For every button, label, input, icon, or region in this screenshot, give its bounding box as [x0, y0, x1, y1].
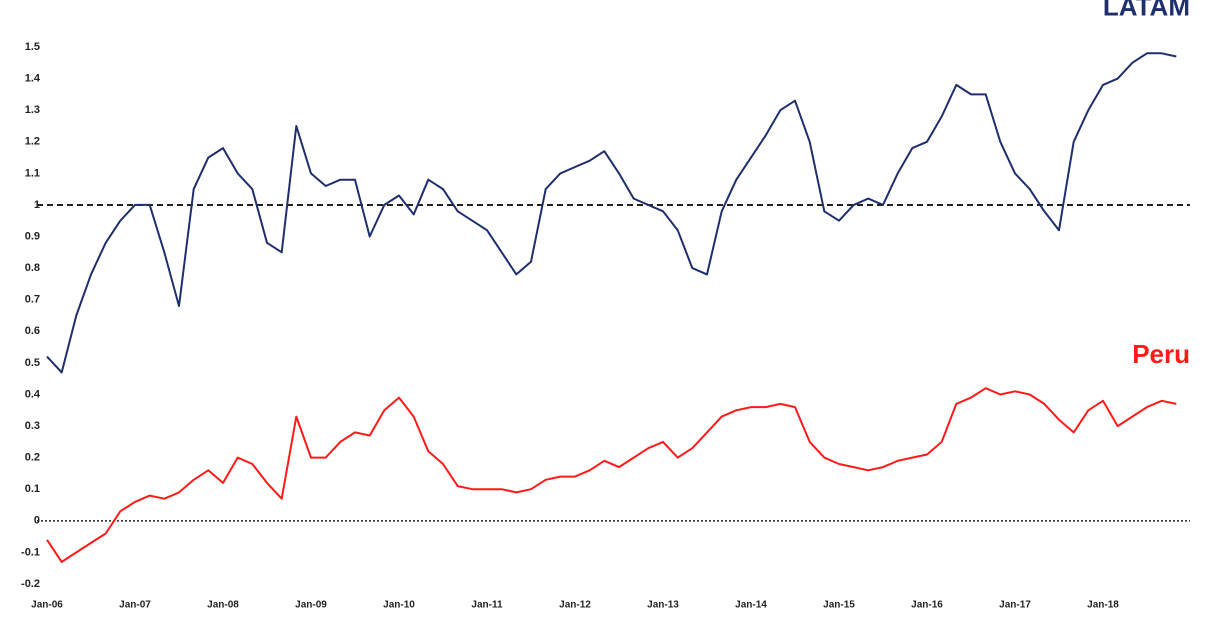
series-label: LATAM — [1103, 0, 1190, 21]
x-tick-label: Jan-08 — [207, 600, 239, 611]
y-tick-label: 0.5 — [25, 357, 40, 369]
y-tick-label: 1.2 — [25, 136, 40, 148]
x-tick-label: Jan-18 — [1087, 600, 1119, 611]
x-tick-label: Jan-09 — [295, 600, 327, 611]
series-line — [46, 52, 1177, 374]
y-tick-label: 0.1 — [25, 483, 40, 495]
x-tick-label: Jan-12 — [559, 600, 591, 611]
series-label: Peru — [1132, 339, 1190, 369]
y-tick-label: 0.3 — [25, 420, 40, 432]
y-tick-label: 1 — [34, 199, 40, 211]
x-tick-label: Jan-17 — [999, 600, 1031, 611]
y-tick-label: -0.1 — [21, 546, 40, 558]
y-tick-label: 0.4 — [25, 388, 41, 400]
y-tick-label: 0.8 — [25, 262, 40, 274]
y-tick-label: 1.4 — [25, 72, 41, 84]
y-tick-label: 0.7 — [25, 294, 40, 306]
y-tick-label: 0.6 — [25, 325, 40, 337]
y-tick-label: 1.3 — [25, 104, 40, 116]
x-tick-label: Jan-13 — [647, 600, 679, 611]
x-tick-label: Jan-10 — [383, 600, 415, 611]
y-tick-label: 0 — [34, 515, 40, 527]
series-line — [46, 387, 1177, 563]
x-tick-label: Jan-06 — [31, 600, 63, 611]
y-tick-label: 0.2 — [25, 452, 40, 464]
x-tick-label: Jan-11 — [471, 600, 503, 611]
x-tick-label: Jan-14 — [735, 600, 767, 611]
y-tick-label: 0.9 — [25, 230, 40, 242]
x-tick-label: Jan-16 — [911, 600, 943, 611]
y-tick-label: 1.5 — [25, 41, 40, 53]
x-tick-label: Jan-07 — [119, 600, 151, 611]
y-tick-label: -0.2 — [21, 578, 40, 590]
y-tick-label: 1.1 — [25, 167, 40, 179]
x-tick-label: Jan-15 — [823, 600, 855, 611]
